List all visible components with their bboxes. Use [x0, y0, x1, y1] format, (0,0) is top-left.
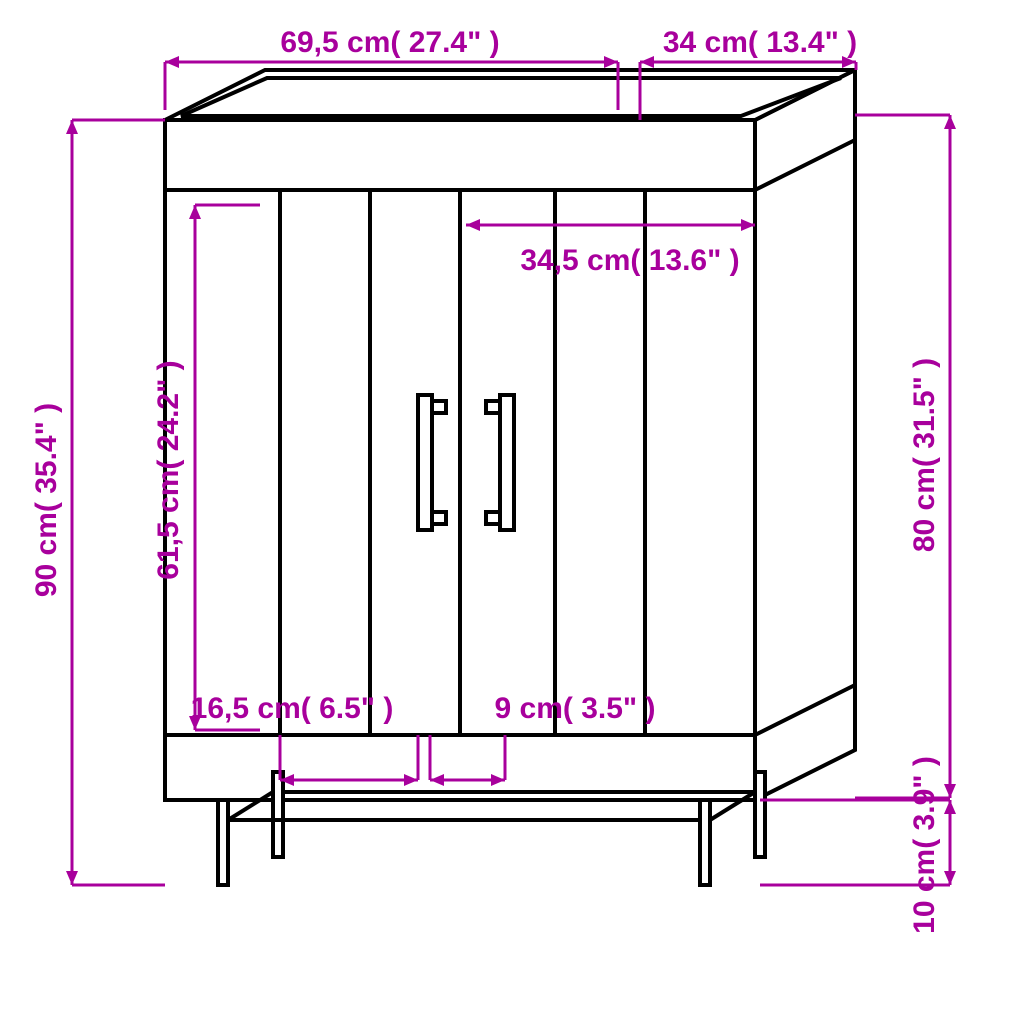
dim-label-door_h: 61,5 cm( 24.2" ): [152, 360, 185, 579]
dim-body_h: 80 cm( 31.5" ): [855, 115, 950, 798]
dim-label-leg_h: 10 cm( 3.9" ): [908, 756, 941, 934]
dim-label-depth_top: 34 cm( 13.4" ): [663, 26, 857, 59]
dim-label-total_h: 90 cm( 35.4" ): [30, 403, 63, 597]
dim-label-door_w: 34,5 cm( 13.6" ): [520, 244, 739, 277]
dim-label-width_top: 69,5 cm( 27.4" ): [280, 26, 499, 59]
dim-label-handle_gap: 9 cm( 3.5" ): [495, 692, 656, 725]
dim-label-body_h: 80 cm( 31.5" ): [908, 358, 941, 552]
cabinet-drawing: [165, 70, 855, 885]
dim-total_h: 90 cm( 35.4" ): [30, 120, 165, 885]
dim-label-panel_w: 16,5 cm( 6.5" ): [191, 692, 394, 725]
